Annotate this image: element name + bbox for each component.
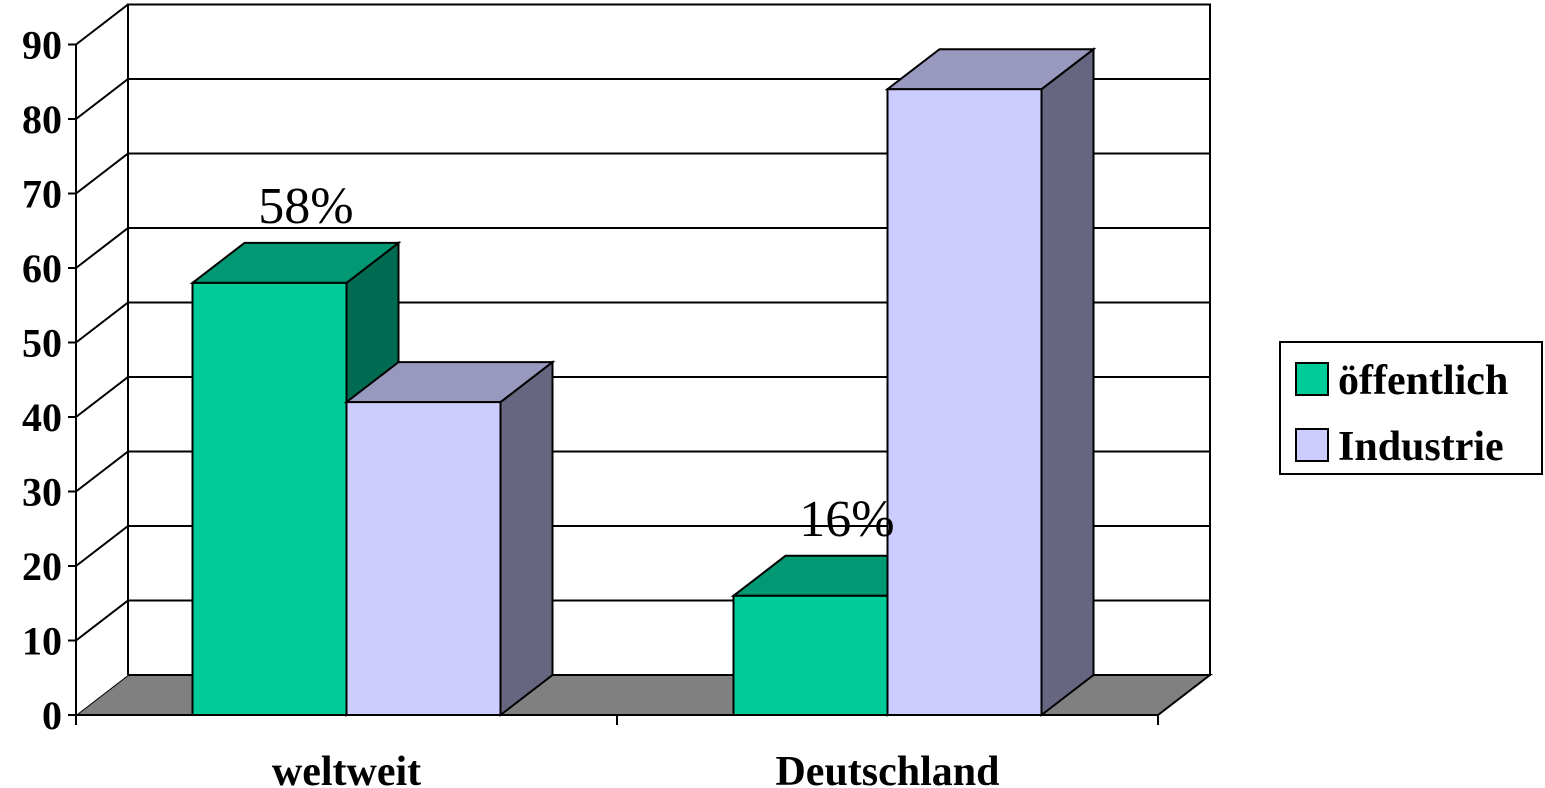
data-label: 16% (799, 491, 894, 548)
legend-swatch-industrie (1295, 428, 1329, 462)
bar-side (499, 360, 554, 718)
data-label: 58% (258, 178, 353, 235)
y-tick-label: 80 (22, 97, 62, 142)
y-tick-label: 30 (22, 470, 62, 515)
legend: öffentlich Industrie (1279, 341, 1543, 475)
bar-side (1040, 47, 1095, 718)
bar-front (732, 594, 889, 716)
bar-front (886, 88, 1043, 716)
y-tick-label: 10 (22, 619, 62, 664)
y-tick-label: 0 (42, 693, 62, 738)
y-tick-label: 50 (22, 321, 62, 366)
labels: 0 10 20 30 40 50 60 70 80 90 weltweit Deutschland 58… (22, 23, 1000, 788)
side-wall (76, 4, 128, 715)
y-tick-label: 90 (22, 23, 62, 68)
y-tick-label: 70 (22, 172, 62, 217)
y-tick-label: 20 (22, 544, 62, 589)
axes (68, 4, 1159, 725)
bars (189, 47, 1097, 718)
category-label: weltweit (272, 749, 421, 788)
category-label: Deutschland (775, 749, 999, 788)
legend-swatch-oeffentlich (1295, 362, 1329, 396)
bar-front (191, 281, 348, 716)
y-tick-label: 40 (22, 395, 62, 440)
bar-front (345, 401, 502, 716)
legend-label-oeffentlich: öffentlich (1338, 358, 1508, 404)
y-tick-label: 60 (22, 246, 62, 291)
bar (343, 360, 556, 718)
bar (884, 47, 1097, 718)
legend-label-industrie: Industrie (1338, 424, 1504, 470)
